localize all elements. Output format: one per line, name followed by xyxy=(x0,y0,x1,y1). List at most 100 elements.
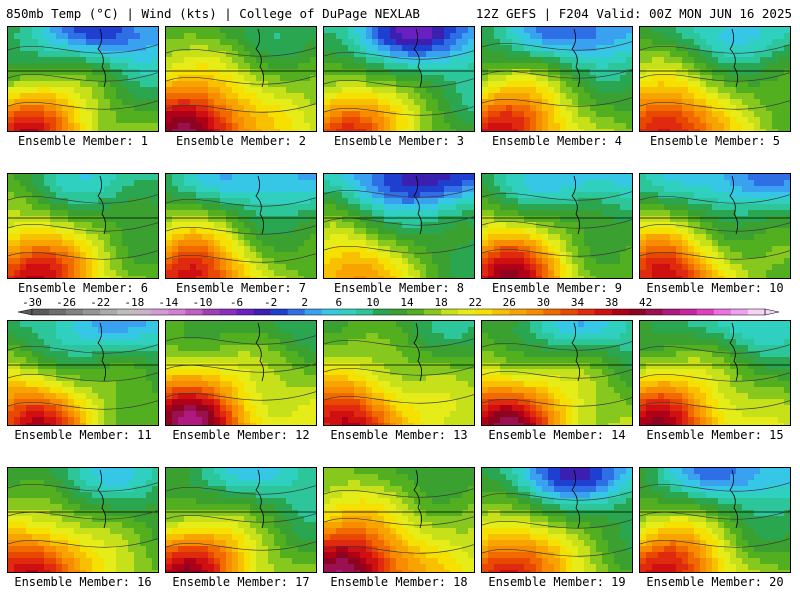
temperature-cell xyxy=(590,93,596,99)
temperature-cell xyxy=(336,99,342,105)
temperature-cell xyxy=(444,81,450,87)
temperature-cell xyxy=(128,345,134,351)
temperature-cell xyxy=(682,129,688,131)
temperature-cell xyxy=(694,45,700,51)
temperature-cell xyxy=(682,270,688,276)
temperature-cell xyxy=(572,87,578,93)
temperature-cell xyxy=(128,27,134,33)
temperature-cell xyxy=(426,93,432,99)
temperature-cell xyxy=(658,276,664,278)
temperature-cell xyxy=(152,186,158,192)
temperature-cell xyxy=(426,180,432,186)
temperature-cell xyxy=(220,246,226,252)
temperature-cell xyxy=(664,51,670,57)
temperature-cell xyxy=(262,111,268,117)
temperature-cell xyxy=(152,327,158,333)
temperature-cell xyxy=(62,258,68,264)
temperature-cell xyxy=(80,87,86,93)
temperature-cell xyxy=(596,192,602,198)
temperature-cell xyxy=(506,210,512,216)
temperature-cell xyxy=(80,258,86,264)
temperature-cell xyxy=(14,117,20,123)
temperature-cell xyxy=(116,27,122,33)
temperature-cell xyxy=(778,264,784,270)
temperature-cell xyxy=(372,240,378,246)
temperature-cell xyxy=(256,204,262,210)
temperature-cell xyxy=(682,180,688,186)
temperature-cell xyxy=(408,228,414,234)
temperature-cell xyxy=(626,228,632,234)
temperature-cell xyxy=(766,51,772,57)
temperature-cell xyxy=(354,39,360,45)
temperature-cell xyxy=(444,174,450,180)
temperature-cell xyxy=(664,210,670,216)
temperature-cell xyxy=(116,351,122,357)
temperature-cell xyxy=(420,270,426,276)
temperature-cell xyxy=(44,186,50,192)
temperature-cell xyxy=(74,51,80,57)
temperature-cell xyxy=(640,186,646,192)
temperature-cell xyxy=(462,57,468,63)
temperature-cell xyxy=(450,57,456,63)
temperature-cell xyxy=(140,33,146,39)
temperature-cell xyxy=(20,345,26,351)
temperature-cell xyxy=(310,57,316,63)
temperature-cell xyxy=(134,129,140,131)
temperature-cell xyxy=(682,246,688,252)
temperature-cell xyxy=(444,129,450,131)
temperature-cell xyxy=(372,57,378,63)
temperature-cell xyxy=(572,45,578,51)
temperature-cell xyxy=(8,93,14,99)
temperature-cell xyxy=(268,27,274,33)
temperature-cell xyxy=(226,234,232,240)
temperature-cell xyxy=(366,228,372,234)
temperature-cell xyxy=(250,240,256,246)
temperature-cell xyxy=(494,186,500,192)
temperature-cell xyxy=(778,63,784,69)
temperature-cell xyxy=(250,87,256,93)
temperature-cell xyxy=(330,129,336,131)
temperature-cell xyxy=(390,99,396,105)
temperature-cell xyxy=(184,216,190,222)
temperature-cell xyxy=(700,252,706,258)
temperature-cell xyxy=(670,258,676,264)
temperature-cell xyxy=(330,228,336,234)
temperature-cell xyxy=(450,123,456,129)
temperature-cell xyxy=(232,111,238,117)
temperature-cell xyxy=(232,57,238,63)
temperature-cell xyxy=(26,264,32,270)
temperature-cell xyxy=(676,111,682,117)
temperature-cell xyxy=(482,123,488,129)
temperature-cell xyxy=(92,39,98,45)
temperature-cell xyxy=(578,228,584,234)
temperature-cell xyxy=(8,375,14,381)
temperature-cell xyxy=(772,246,778,252)
temperature-cell xyxy=(38,210,44,216)
temperature-cell xyxy=(324,51,330,57)
temperature-cell xyxy=(310,75,316,81)
temperature-cell xyxy=(104,369,110,375)
temperature-cell xyxy=(766,99,772,105)
temperature-cell xyxy=(342,270,348,276)
temperature-cell xyxy=(408,117,414,123)
temperature-cell xyxy=(14,258,20,264)
temperature-cell xyxy=(44,276,50,278)
temperature-cell xyxy=(226,105,232,111)
temperature-cell xyxy=(658,27,664,33)
temperature-cell xyxy=(14,27,20,33)
temperature-cell xyxy=(226,87,232,93)
temperature-cell xyxy=(324,276,330,278)
temperature-cell xyxy=(330,252,336,258)
temperature-cell xyxy=(166,87,172,93)
temperature-cell xyxy=(414,204,420,210)
temperature-cell xyxy=(688,105,694,111)
temperature-cell xyxy=(122,87,128,93)
temperature-cell xyxy=(396,246,402,252)
temperature-cell xyxy=(444,264,450,270)
temperature-cell xyxy=(518,69,524,75)
temperature-cell xyxy=(26,75,32,81)
temperature-cell xyxy=(208,69,214,75)
temperature-cell xyxy=(608,27,614,33)
temperature-cell xyxy=(432,87,438,93)
temperature-cell xyxy=(146,333,152,339)
